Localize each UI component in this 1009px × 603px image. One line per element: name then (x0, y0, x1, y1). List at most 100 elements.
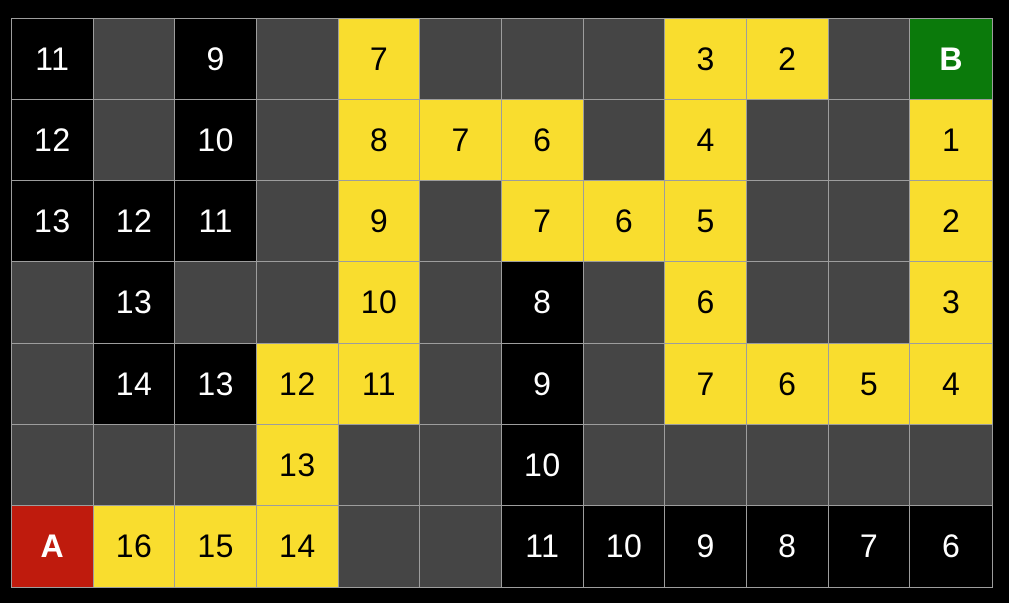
path-cell[interactable]: 11 (338, 343, 421, 425)
visited-cell[interactable]: 13 (175, 343, 257, 425)
cell-label: 11 (361, 365, 397, 402)
wall-cell[interactable] (256, 100, 339, 182)
path-cell[interactable]: 6 (501, 100, 584, 182)
wall-cell[interactable] (256, 262, 339, 344)
cell-label: 8 (533, 284, 552, 321)
path-cell[interactable]: 4 (910, 343, 992, 425)
cell-label: 12 (279, 365, 316, 402)
wall-cell[interactable] (93, 100, 176, 182)
cell-label: 7 (696, 365, 715, 402)
wall-cell[interactable] (338, 424, 421, 506)
wall-cell[interactable] (501, 19, 584, 101)
visited-cell[interactable]: 12 (93, 181, 176, 263)
visited-cell[interactable]: 8 (746, 505, 829, 587)
goal-cell[interactable]: B (910, 19, 992, 101)
path-cell[interactable]: 7 (501, 181, 584, 263)
visited-cell[interactable]: 13 (12, 181, 94, 263)
wall-cell[interactable] (828, 100, 911, 182)
wall-cell[interactable] (12, 343, 94, 425)
cell-label: A (40, 528, 65, 565)
wall-cell[interactable] (12, 424, 94, 506)
cell-label: 6 (942, 528, 961, 565)
wall-cell[interactable] (256, 181, 339, 263)
path-cell[interactable]: 3 (910, 262, 992, 344)
cell-label: 15 (197, 528, 234, 565)
path-cell[interactable]: 2 (746, 19, 829, 101)
visited-cell[interactable]: 9 (501, 343, 584, 425)
wall-cell[interactable] (828, 424, 911, 506)
visited-cell[interactable]: 11 (501, 505, 584, 587)
cell-label: 1 (942, 122, 961, 159)
visited-cell[interactable]: 11 (175, 181, 257, 263)
wall-cell[interactable] (420, 505, 502, 587)
cell-label: 13 (34, 203, 71, 240)
path-cell[interactable]: 2 (910, 181, 992, 263)
cell-label: 11 (525, 528, 560, 565)
wall-cell[interactable] (93, 19, 176, 101)
path-cell[interactable]: 1 (910, 100, 992, 182)
visited-cell[interactable]: 8 (501, 262, 584, 344)
start-cell[interactable]: A (12, 505, 94, 587)
path-cell[interactable]: 9 (338, 181, 421, 263)
path-cell[interactable]: 10 (338, 262, 421, 344)
cell-label: 8 (369, 122, 389, 159)
wall-cell[interactable] (828, 181, 911, 263)
wall-cell[interactable] (583, 343, 666, 425)
cell-label: 14 (115, 365, 153, 402)
path-cell[interactable]: 14 (256, 505, 339, 587)
path-cell[interactable]: 5 (665, 181, 747, 263)
wall-cell[interactable] (420, 343, 502, 425)
wall-cell[interactable] (746, 424, 829, 506)
wall-cell[interactable] (256, 19, 339, 101)
wall-cell[interactable] (420, 424, 502, 506)
wall-cell[interactable] (583, 100, 666, 182)
path-cell[interactable]: 13 (256, 424, 339, 506)
wall-cell[interactable] (12, 262, 94, 344)
path-cell[interactable]: 15 (175, 505, 257, 587)
path-cell[interactable]: 7 (665, 343, 747, 425)
path-cell[interactable]: 16 (93, 505, 176, 587)
path-cell[interactable]: 6 (665, 262, 747, 344)
wall-cell[interactable] (420, 262, 502, 344)
wall-cell[interactable] (583, 262, 666, 344)
wall-cell[interactable] (420, 181, 502, 263)
visited-cell[interactable]: 10 (583, 505, 666, 587)
path-cell[interactable]: 7 (338, 19, 421, 101)
wall-cell[interactable] (746, 181, 829, 263)
path-cell[interactable]: 5 (828, 343, 911, 425)
wall-cell[interactable] (665, 424, 747, 506)
wall-cell[interactable] (828, 19, 911, 101)
visited-cell[interactable]: 6 (910, 505, 992, 587)
wall-cell[interactable] (828, 262, 911, 344)
visited-cell[interactable]: 10 (501, 424, 584, 506)
path-cell[interactable]: 8 (338, 100, 421, 182)
wall-cell[interactable] (583, 424, 666, 506)
wall-cell[interactable] (420, 19, 502, 101)
wall-cell[interactable] (746, 100, 829, 182)
visited-cell[interactable]: 13 (93, 262, 176, 344)
visited-cell[interactable]: 14 (93, 343, 176, 425)
wall-cell[interactable] (910, 424, 992, 506)
visited-cell[interactable]: 9 (665, 505, 747, 587)
wall-cell[interactable] (338, 505, 421, 587)
wall-cell[interactable] (175, 424, 257, 506)
visited-cell[interactable]: 11 (12, 19, 94, 101)
cell-label: 9 (206, 41, 225, 78)
wall-cell[interactable] (93, 424, 176, 506)
wall-cell[interactable] (175, 262, 257, 344)
path-cell[interactable]: 7 (420, 100, 502, 182)
cell-label: 9 (696, 528, 715, 565)
cell-label: 7 (859, 528, 879, 565)
visited-cell[interactable]: 7 (828, 505, 911, 587)
visited-cell[interactable]: 10 (175, 100, 257, 182)
wall-cell[interactable] (583, 19, 666, 101)
path-cell[interactable]: 6 (746, 343, 829, 425)
visited-cell[interactable]: 9 (175, 19, 257, 101)
path-cell[interactable]: 4 (665, 100, 747, 182)
path-cell[interactable]: 12 (256, 343, 339, 425)
path-cell[interactable]: 6 (583, 181, 666, 263)
wall-cell[interactable] (746, 262, 829, 344)
visited-cell[interactable]: 12 (12, 100, 94, 182)
path-cell[interactable]: 3 (665, 19, 747, 101)
cell-label: 6 (533, 122, 552, 159)
